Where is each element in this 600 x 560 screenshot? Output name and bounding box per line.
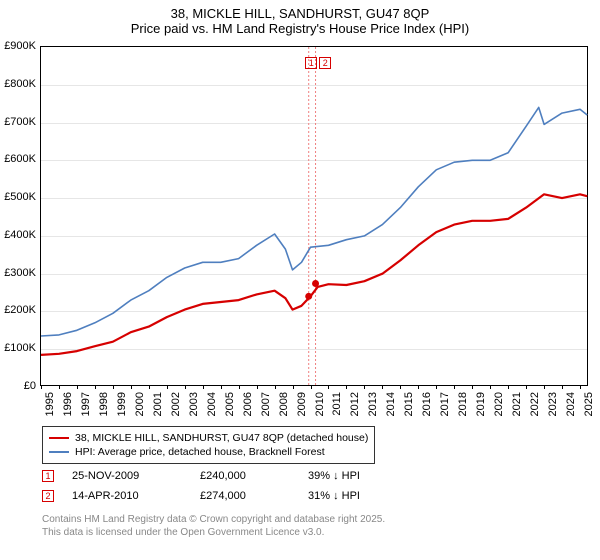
sale-row-date: 25-NOV-2009	[72, 470, 182, 482]
x-tick-label: 2019	[475, 392, 487, 424]
x-tick-label: 2004	[206, 392, 218, 424]
x-tick-label: 2003	[188, 392, 200, 424]
y-tick-label: £100K	[0, 342, 36, 354]
x-tick-label: 2025	[583, 392, 595, 424]
plot-area	[40, 46, 588, 386]
footer-line2: This data is licensed under the Open Gov…	[42, 527, 385, 540]
x-tick-label: 1995	[44, 392, 56, 424]
legend-row: HPI: Average price, detached house, Brac…	[49, 445, 368, 459]
y-tick-label: £200K	[0, 304, 36, 316]
x-tick-label: 1999	[116, 392, 128, 424]
sale-row-price: £240,000	[200, 470, 290, 482]
x-tick-label: 2000	[134, 392, 146, 424]
sale-row: 1 25-NOV-2009 £240,000 39% ↓ HPI	[42, 466, 360, 486]
x-tick-label: 2008	[278, 392, 290, 424]
sale-row-delta: 39% ↓ HPI	[308, 470, 360, 482]
x-tick-label: 2010	[314, 392, 326, 424]
y-tick-label: £300K	[0, 267, 36, 279]
y-tick-label: £700K	[0, 116, 36, 128]
x-tick-label: 2006	[242, 392, 254, 424]
x-tick-label: 1998	[98, 392, 110, 424]
sale-row-marker: 1	[42, 470, 54, 482]
x-tick-label: 2002	[170, 392, 182, 424]
sale-row: 2 14-APR-2010 £274,000 31% ↓ HPI	[42, 486, 360, 506]
x-tick-label: 2013	[367, 392, 379, 424]
attribution-footer: Contains HM Land Registry data © Crown c…	[42, 514, 385, 539]
y-tick-label: £500K	[0, 191, 36, 203]
sale-row-price: £274,000	[200, 490, 290, 502]
y-tick-label: £0	[0, 380, 36, 392]
x-tick-label: 2017	[439, 392, 451, 424]
sale-row-marker: 2	[42, 490, 54, 502]
x-tick-label: 2015	[403, 392, 415, 424]
x-tick-label: 2009	[296, 392, 308, 424]
legend-swatch	[49, 437, 69, 440]
legend: 38, MICKLE HILL, SANDHURST, GU47 8QP (de…	[42, 426, 375, 464]
legend-label: 38, MICKLE HILL, SANDHURST, GU47 8QP (de…	[75, 432, 368, 444]
title-subtitle: Price paid vs. HM Land Registry's House …	[0, 21, 600, 36]
sale-row-date: 14-APR-2010	[72, 490, 182, 502]
y-tick-label: £400K	[0, 229, 36, 241]
chart-svg	[41, 47, 589, 387]
legend-label: HPI: Average price, detached house, Brac…	[75, 446, 325, 458]
x-tick-label: 2020	[493, 392, 505, 424]
x-tick-label: 2023	[547, 392, 559, 424]
x-tick-label: 2016	[421, 392, 433, 424]
x-tick-label: 2021	[511, 392, 523, 424]
y-tick-label: £800K	[0, 78, 36, 90]
x-tick-label: 2005	[224, 392, 236, 424]
sale-point	[305, 293, 312, 300]
x-tick-label: 1997	[80, 392, 92, 424]
series-hpi	[41, 107, 587, 336]
legend-row: 38, MICKLE HILL, SANDHURST, GU47 8QP (de…	[49, 431, 368, 445]
title-address: 38, MICKLE HILL, SANDHURST, GU47 8QP	[0, 6, 600, 21]
x-tick-label: 2024	[565, 392, 577, 424]
sale-table: 1 25-NOV-2009 £240,000 39% ↓ HPI 2 14-APR-201…	[42, 466, 360, 506]
y-tick-label: £900K	[0, 40, 36, 52]
x-tick-label: 2018	[457, 392, 469, 424]
y-tick-label: £600K	[0, 153, 36, 165]
chart-container: 38, MICKLE HILL, SANDHURST, GU47 8QP Pri…	[0, 0, 600, 560]
x-tick-label: 2014	[385, 392, 397, 424]
sale-point	[312, 280, 319, 287]
sale-row-delta: 31% ↓ HPI	[308, 490, 360, 502]
x-tick-label: 1996	[62, 392, 74, 424]
footer-line1: Contains HM Land Registry data © Crown c…	[42, 514, 385, 527]
legend-swatch	[49, 451, 69, 454]
marker-label-1: 1	[305, 57, 317, 69]
x-tick-label: 2007	[260, 392, 272, 424]
marker-label-2: 2	[319, 57, 331, 69]
series-price_paid	[41, 194, 587, 355]
x-tick-label: 2012	[349, 392, 361, 424]
x-tick-label: 2022	[529, 392, 541, 424]
chart-titles: 38, MICKLE HILL, SANDHURST, GU47 8QP Pri…	[0, 0, 600, 36]
x-tick-label: 2001	[152, 392, 164, 424]
x-tick-label: 2011	[331, 392, 343, 424]
